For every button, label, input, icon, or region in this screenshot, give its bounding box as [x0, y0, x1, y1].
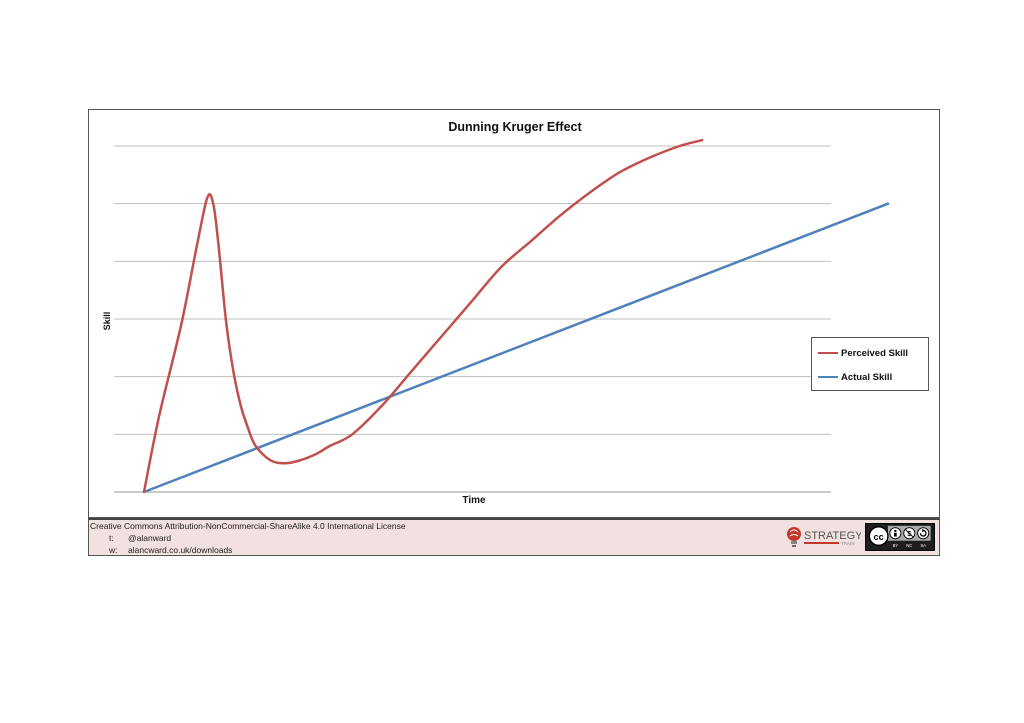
- cc-icon: [868, 526, 889, 547]
- sharealike-icon: [917, 527, 930, 540]
- legend-swatch-actual-skill: [818, 376, 838, 378]
- twitter-prefix: t:: [109, 533, 114, 543]
- x-axis-label: Time: [462, 495, 486, 506]
- legend-item-actual-skill: Actual Skill: [818, 370, 892, 384]
- legend-label-perceived-skill: Perceived Skill: [841, 347, 909, 359]
- legend-label-actual-skill: Actual Skill: [841, 371, 893, 383]
- chart-plot: [114, 138, 890, 494]
- logo-underline: [804, 542, 839, 544]
- logo-subtext: TRAIN: [841, 541, 855, 546]
- series-line-actual-skill: [142, 202, 890, 494]
- cc-term-nc: NC: [906, 543, 912, 548]
- license-text: Creative Commons Attribution-NonCommerci…: [90, 521, 406, 531]
- brain-lightbulb-icon: [787, 527, 801, 547]
- chart-title: Dunning Kruger Effect: [448, 120, 582, 134]
- footer-bar: Creative Commons Attribution-NonCommerci…: [88, 518, 940, 556]
- cc-mark: cc: [873, 532, 883, 542]
- cc-term-by: BY: [893, 543, 899, 548]
- legend-swatch-perceived-skill: [818, 352, 838, 354]
- logo-text: STRATEGY: [804, 530, 861, 542]
- legend-item-perceived-skill: Perceived Skill: [818, 346, 908, 360]
- y-axis-label: Skill: [102, 311, 112, 331]
- strategy-train-logo: STRATEGY TRAIN: [787, 527, 861, 547]
- chart-legend: Perceived Skill Actual Skill: [811, 337, 929, 391]
- twitter-handle[interactable]: @alanward: [128, 533, 172, 543]
- website-prefix: w:: [109, 545, 118, 555]
- website-link[interactable]: alancward.co.uk/downloads: [128, 545, 233, 555]
- creative-commons-badge: cc $ BY NC SA: [865, 523, 935, 551]
- cc-term-sa: SA: [920, 543, 926, 548]
- series-line-perceived-skill: [142, 138, 704, 494]
- chart-frame: Dunning Kruger Effect Skill Time Perceiv…: [88, 109, 940, 518]
